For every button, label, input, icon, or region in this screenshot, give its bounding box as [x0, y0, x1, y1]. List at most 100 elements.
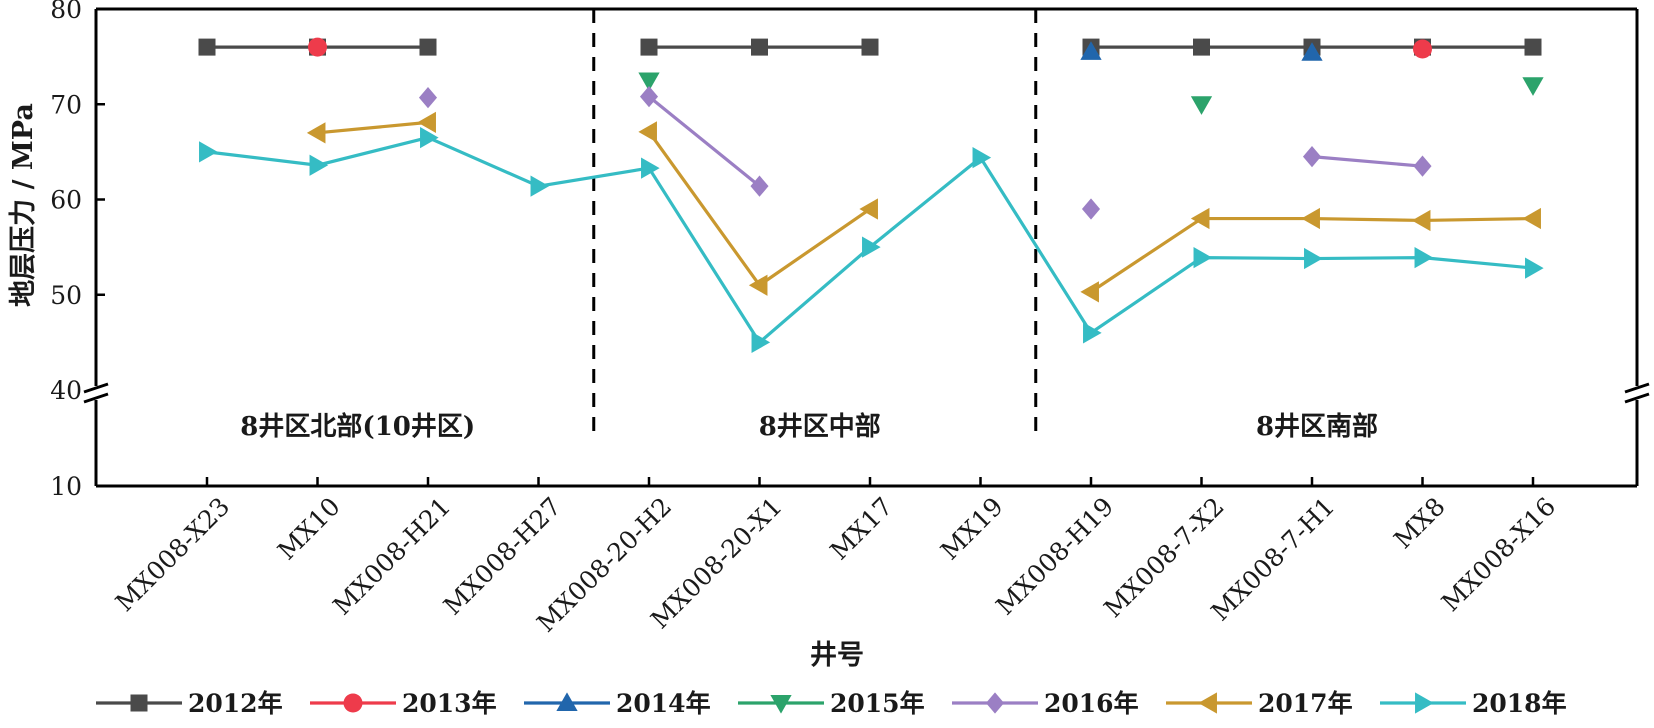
y-axis-ticks: 40 50 60 70 80 10	[50, 0, 105, 501]
y-tick-label: 10	[50, 472, 82, 501]
legend-marker	[130, 694, 148, 712]
legend-item: 2017年	[1166, 689, 1353, 718]
legend-label: 2013年	[402, 689, 497, 718]
data-point	[1524, 38, 1542, 56]
region-dividers: 8井区北部(10井区) 8井区中部 8井区南部	[240, 9, 1378, 442]
x-tick-label: MX8	[1388, 492, 1450, 554]
data-point	[638, 72, 660, 92]
series-2013年	[308, 37, 1432, 59]
data-point	[308, 37, 327, 57]
data-point	[748, 274, 768, 296]
series-line	[647, 95, 761, 188]
series-2017年	[306, 111, 1541, 303]
legend-item: 2013年	[310, 689, 497, 718]
data-point	[972, 146, 992, 169]
data-point	[1081, 198, 1101, 220]
axis-break-right-1	[1624, 382, 1650, 394]
axis-break-left-2	[83, 392, 109, 404]
legend-label: 2018年	[1472, 689, 1567, 718]
data-point	[1190, 207, 1210, 230]
legend-label: 2016年	[1044, 689, 1139, 718]
data-point	[1080, 41, 1102, 60]
legend-marker	[1415, 692, 1434, 714]
legend-item: 2014年	[524, 689, 711, 718]
data-point	[1522, 207, 1541, 230]
data-point	[420, 126, 439, 149]
x-tick-label: MX008-X23	[110, 492, 235, 617]
data-point	[640, 38, 658, 56]
data-point	[417, 111, 436, 133]
x-axis-title: 井号	[810, 640, 864, 671]
axis-break-left-1	[83, 382, 109, 394]
data-point	[1301, 207, 1320, 230]
legend-item: 2012年	[96, 689, 283, 718]
data-point	[1193, 38, 1210, 56]
legend-item: 2018年	[1380, 689, 1567, 718]
data-point	[309, 154, 329, 176]
legend-label: 2015年	[830, 689, 925, 718]
series-2018年	[199, 126, 1544, 353]
x-tick-label: MX17	[825, 492, 899, 566]
legend-item: 2015年	[738, 689, 925, 718]
data-point	[859, 198, 878, 220]
data-point	[1411, 209, 1431, 232]
data-series	[198, 37, 1544, 353]
plot-frame	[83, 7, 1650, 488]
y-tick-label: 50	[50, 281, 82, 310]
data-point	[1301, 42, 1323, 61]
series-line	[206, 135, 1534, 345]
data-point	[751, 331, 771, 353]
series-2014年	[1080, 41, 1323, 61]
legend-marker	[985, 692, 1005, 714]
data-point	[1190, 96, 1213, 115]
legend-marker	[770, 695, 792, 714]
series-line	[1311, 155, 1423, 168]
data-point	[861, 38, 879, 56]
series-2012年	[198, 38, 1542, 56]
data-point	[418, 86, 438, 109]
x-tick-label: MX008-H21	[327, 492, 456, 621]
legend-label: 2012年	[188, 689, 283, 718]
data-point	[1302, 146, 1322, 168]
data-point	[1413, 155, 1432, 177]
data-point	[199, 141, 218, 163]
data-point	[306, 122, 326, 144]
series-line	[647, 130, 871, 288]
data-point	[530, 175, 550, 197]
y-tick-label: 70	[50, 90, 82, 119]
data-point	[638, 121, 657, 143]
data-point	[198, 38, 216, 56]
data-point	[1522, 77, 1544, 96]
series-line	[317, 120, 429, 135]
legend: 2012年 2013年 2014年 2015年 2016年 2017年 2018年	[96, 689, 1567, 718]
y-tick-label: 40	[50, 376, 82, 405]
series-2016年	[418, 86, 1432, 220]
x-axis-ticks: MX008-X23 MX10MX008-H21MX008-H27MX008-20-…	[110, 477, 1561, 638]
series-2015年	[638, 72, 1544, 115]
region-label: 8井区南部	[1256, 412, 1378, 442]
data-point	[862, 236, 881, 258]
data-point	[1083, 322, 1102, 344]
data-point	[639, 86, 659, 108]
legend-label: 2017年	[1258, 689, 1353, 718]
data-point	[1193, 246, 1213, 269]
legend-marker	[343, 693, 363, 713]
y-tick-label: 60	[50, 186, 82, 215]
y-tick-label: 80	[50, 0, 82, 24]
legend-marker	[1198, 692, 1217, 714]
legend-marker	[556, 692, 578, 711]
axis-break-right-2	[1624, 392, 1650, 404]
region-label: 8井区中部	[759, 412, 881, 442]
data-point	[751, 38, 768, 56]
data-point	[1080, 281, 1099, 303]
data-point	[641, 157, 660, 179]
data-point	[419, 38, 437, 56]
x-tick-label: MX10	[272, 492, 346, 566]
legend-label: 2014年	[616, 689, 711, 718]
legend-item: 2016年	[952, 689, 1139, 718]
data-point	[1414, 246, 1434, 269]
x-tick-label: MX008-X16	[1436, 492, 1561, 617]
data-point	[1413, 39, 1432, 59]
